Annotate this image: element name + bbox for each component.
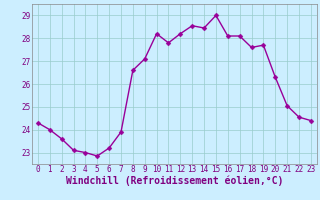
X-axis label: Windchill (Refroidissement éolien,°C): Windchill (Refroidissement éolien,°C)	[66, 176, 283, 186]
